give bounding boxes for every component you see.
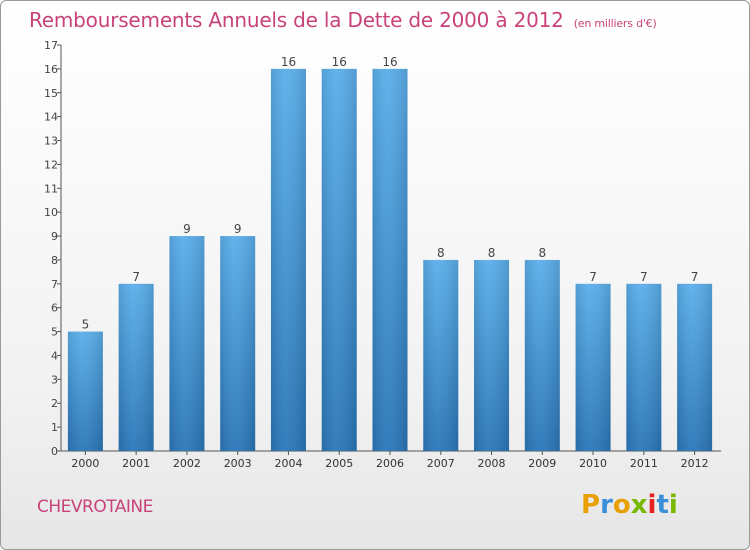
bar-shade-2010 bbox=[575, 283, 611, 451]
x-tick-label: 2007 bbox=[427, 457, 455, 470]
bar-shade-2002 bbox=[169, 236, 205, 451]
chart-title: Remboursements Annuels de la Dette de 20… bbox=[29, 8, 657, 32]
logo-letter: P bbox=[581, 490, 601, 520]
chart-title-text: Remboursements Annuels de la Dette de 20… bbox=[29, 8, 564, 32]
data-label-2011: 7 bbox=[640, 270, 648, 284]
commune-name: CHEVROTAINE bbox=[37, 497, 153, 517]
x-tick-label: 2005 bbox=[325, 457, 353, 470]
bar-shade-2009 bbox=[524, 259, 560, 451]
data-label-2005: 16 bbox=[332, 55, 347, 69]
x-tick-label: 2009 bbox=[528, 457, 556, 470]
x-tick-label: 2012 bbox=[681, 457, 709, 470]
data-label-2001: 7 bbox=[132, 270, 140, 284]
x-tick-label: 2001 bbox=[122, 457, 150, 470]
y-tick-label: 0 bbox=[51, 445, 58, 458]
bar-shade-2011 bbox=[626, 283, 662, 451]
data-label-2006: 16 bbox=[382, 55, 397, 69]
y-tick-label: 1 bbox=[51, 421, 58, 434]
y-tick-label: 14 bbox=[44, 111, 58, 124]
data-label-2007: 8 bbox=[437, 246, 445, 260]
bar-shade-2000 bbox=[67, 331, 103, 451]
y-tick-label: 13 bbox=[44, 135, 58, 148]
chart-subtitle: (en milliers d'€) bbox=[573, 17, 657, 30]
bar-shade-2004 bbox=[270, 68, 306, 451]
y-tick-label: 16 bbox=[44, 63, 58, 76]
x-tick-label: 2002 bbox=[173, 457, 201, 470]
x-tick-label: 2011 bbox=[630, 457, 658, 470]
logo-letter: i bbox=[647, 490, 657, 520]
y-tick-label: 17 bbox=[44, 39, 58, 52]
bar-shade-2003 bbox=[220, 236, 256, 451]
x-tick-label: 2003 bbox=[224, 457, 252, 470]
y-tick-label: 9 bbox=[51, 230, 58, 243]
y-tick-label: 15 bbox=[44, 87, 58, 100]
data-label-2010: 7 bbox=[589, 270, 597, 284]
y-tick-label: 3 bbox=[51, 373, 58, 386]
y-tick-label: 5 bbox=[51, 326, 58, 339]
logo-letter: i bbox=[668, 490, 678, 520]
chart-bars bbox=[67, 68, 713, 451]
y-tick-label: 6 bbox=[51, 302, 58, 315]
bar-shade-2006 bbox=[372, 68, 408, 451]
proxiti-logo[interactable]: Proxiti bbox=[581, 490, 678, 520]
bar-shade-2007 bbox=[423, 259, 459, 451]
x-tick-label: 2008 bbox=[478, 457, 506, 470]
data-label-2012: 7 bbox=[691, 270, 699, 284]
x-tick-label: 2000 bbox=[71, 457, 99, 470]
logo-letter: r bbox=[600, 490, 613, 520]
x-tick-label: 2010 bbox=[579, 457, 607, 470]
data-label-2003: 9 bbox=[234, 222, 242, 236]
y-tick-label: 12 bbox=[44, 158, 58, 171]
bar-shade-2005 bbox=[321, 68, 357, 451]
data-label-2000: 5 bbox=[82, 318, 90, 332]
x-tick-label: 2006 bbox=[376, 457, 404, 470]
y-tick-label: 10 bbox=[44, 206, 58, 219]
data-label-2009: 8 bbox=[538, 246, 546, 260]
chart-data-labels: 5 7 9 9 16 16 16 8 8 8 7 7 7 bbox=[82, 55, 699, 332]
y-tick-label: 7 bbox=[51, 278, 58, 291]
y-tick-label: 8 bbox=[51, 254, 58, 267]
y-tick-label: 2 bbox=[51, 397, 58, 410]
y-tick-label: 4 bbox=[51, 349, 58, 362]
data-label-2008: 8 bbox=[488, 246, 496, 260]
x-tick-label: 2004 bbox=[274, 457, 302, 470]
logo-letter: o bbox=[612, 490, 631, 520]
bar-shade-2012 bbox=[677, 283, 713, 451]
logo-letter: x bbox=[630, 490, 648, 520]
logo-letter: t bbox=[656, 490, 669, 520]
y-tick-label: 11 bbox=[44, 182, 58, 195]
bar-shade-2008 bbox=[474, 259, 510, 451]
data-label-2004: 16 bbox=[281, 55, 296, 69]
data-label-2002: 9 bbox=[183, 222, 191, 236]
bar-shade-2001 bbox=[118, 283, 154, 451]
